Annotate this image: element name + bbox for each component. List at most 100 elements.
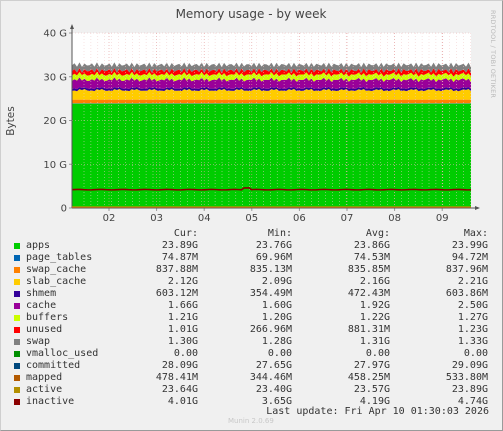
legend-swatch <box>14 279 20 285</box>
chart-title: Memory usage - by week <box>176 7 327 21</box>
legend-row: swap_cache 837.88M 835.13M 835.85M 837.96M <box>14 264 492 276</box>
header-avg: Avg: <box>365 228 390 239</box>
legend-series-name: mapped <box>26 372 63 383</box>
legend-series-name: buffers <box>26 312 69 323</box>
legend-row: active 23.64G 23.40G 23.57G 23.89G <box>14 384 492 396</box>
legend-min-value: 344.46M <box>249 372 292 383</box>
x-tick-label: 07 <box>341 213 354 224</box>
munin-watermark: Munin 2.0.69 <box>228 417 274 425</box>
legend-cur-value: 1.21G <box>167 312 198 323</box>
x-axis-arrow <box>475 206 480 210</box>
legend-row: committed 28.09G 27.65G 27.97G 29.09G <box>14 360 492 372</box>
legend-cur-value: 23.89G <box>161 240 198 251</box>
header-max: Max: <box>463 228 488 239</box>
legend-series-name: apps <box>26 240 51 251</box>
legend-swatch <box>14 315 20 321</box>
area-apps <box>72 103 471 208</box>
legend-max-value: 94.72M <box>451 252 488 263</box>
legend-min-value: 1.60G <box>261 300 292 311</box>
legend-row: unused 1.01G 266.96M 881.31M 1.23G <box>14 324 492 336</box>
legend-swatch <box>14 255 20 261</box>
legend-series-name: page_tables <box>26 252 93 263</box>
legend-table: Cur: Min: Avg: Max: apps 23.89G 23.76G 23.8… <box>14 228 492 408</box>
area-shmem <box>72 86 471 92</box>
legend-min-value: 0.00 <box>267 348 292 359</box>
y-tick-label: 40 G <box>43 29 67 40</box>
legend-swatch <box>14 363 20 369</box>
legend-series-name: vmalloc_used <box>26 348 99 359</box>
legend-series-name: swap_cache <box>26 264 87 275</box>
x-tick-label: 08 <box>388 213 401 224</box>
y-tick-label: 0 <box>61 204 67 215</box>
legend-cur-value: 74.87M <box>161 252 198 263</box>
legend-max-value: 1.33G <box>457 336 488 347</box>
legend-series-name: swap <box>26 336 51 347</box>
plot-area: 0 10 G 20 G 30 G 40 G 02 03 04 05 06 07 08 09 <box>43 24 480 224</box>
legend-series-name: inactive <box>26 396 75 407</box>
legend-min-value: 69.96M <box>255 252 292 263</box>
header-min: Min: <box>267 228 292 239</box>
legend-avg-value: 27.97G <box>353 360 390 371</box>
legend-swatch <box>14 291 20 297</box>
y-axis-arrow <box>70 24 74 29</box>
legend-swatch <box>14 351 20 357</box>
legend-avg-value: 835.85M <box>347 264 390 275</box>
legend-swatch <box>14 387 20 393</box>
legend-max-value: 533.80M <box>445 372 488 383</box>
legend-series-name: slab_cache <box>26 276 87 287</box>
legend-min-value: 2.09G <box>261 276 292 287</box>
legend-cur-value: 603.12M <box>155 288 198 299</box>
legend-series-name: active <box>26 384 63 395</box>
legend-avg-value: 1.92G <box>359 300 390 311</box>
y-tick-label: 20 G <box>43 116 67 127</box>
legend-avg-value: 1.31G <box>359 336 390 347</box>
area-buffers <box>72 72 471 83</box>
x-tick-label: 06 <box>293 213 306 224</box>
legend-min-value: 23.40G <box>255 384 292 395</box>
legend-swatch <box>14 327 20 333</box>
legend-max-value: 1.27G <box>457 312 488 323</box>
legend-series-name: unused <box>26 324 63 335</box>
legend-avg-value: 881.31M <box>347 324 390 335</box>
legend-series-name: cache <box>26 300 57 311</box>
legend-max-value: 23.99G <box>451 240 488 251</box>
legend-swatch <box>14 303 20 309</box>
legend-series-name: shmem <box>26 288 57 299</box>
legend-min-value: 835.13M <box>249 264 292 275</box>
legend-cur-value: 0.00 <box>173 348 198 359</box>
x-tick-label: 02 <box>103 213 116 224</box>
legend-swatch <box>14 267 20 273</box>
line-inactive <box>71 187 472 191</box>
legend-cur-value: 1.30G <box>167 336 198 347</box>
legend-row: apps 23.89G 23.76G 23.86G 23.99G <box>14 240 492 252</box>
area-slab-cache <box>72 88 471 100</box>
last-update: Last update: Fri Apr 10 01:30:03 2026 <box>266 406 489 417</box>
x-tick-label: 05 <box>245 213 258 224</box>
legend-cur-value: 2.12G <box>167 276 198 287</box>
legend-row: shmem 603.12M 354.49M 472.43M 603.86M <box>14 288 492 300</box>
legend-max-value: 23.89G <box>451 384 488 395</box>
legend-avg-value: 4.19G <box>359 396 390 407</box>
legend-max-value: 0.00 <box>463 348 488 359</box>
legend-swatch <box>14 243 20 249</box>
legend-cur-value: 4.01G <box>167 396 198 407</box>
legend-max-value: 837.96M <box>445 264 488 275</box>
legend-row: slab_cache 2.12G 2.09G 2.16G 2.21G <box>14 276 492 288</box>
area-swap <box>72 62 471 73</box>
area-swap-cache <box>72 99 471 104</box>
legend-cur-value: 1.01G <box>167 324 198 335</box>
legend-max-value: 1.23G <box>457 324 488 335</box>
y-tick-label: 10 G <box>43 160 67 171</box>
legend-max-value: 4.74G <box>457 396 488 407</box>
legend-header: Cur: Min: Avg: Max: <box>14 228 492 240</box>
legend-swatch <box>14 375 20 381</box>
legend-cur-value: 23.64G <box>161 384 198 395</box>
legend-cur-value: 837.88M <box>155 264 198 275</box>
legend-min-value: 23.76G <box>255 240 292 251</box>
y-tick-label: 30 G <box>43 72 67 83</box>
legend-avg-value: 458.25M <box>347 372 390 383</box>
area-unused <box>72 68 471 77</box>
rrdtool-credit: RRDTOOL / TOBI OETIKER <box>489 10 497 98</box>
x-tick-label: 03 <box>150 213 163 224</box>
legend-min-value: 27.65G <box>255 360 292 371</box>
